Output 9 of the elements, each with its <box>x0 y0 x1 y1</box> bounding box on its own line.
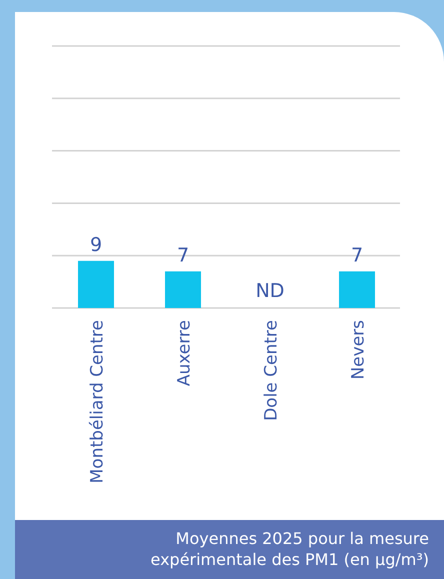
x-tick-label: Auxerre <box>174 320 194 386</box>
x-tick-label: Dole Centre <box>262 320 282 421</box>
data-label: 7 <box>350 244 364 266</box>
x-tick-label: Nevers <box>348 320 368 380</box>
text: ND <box>256 280 284 302</box>
text: Moyennes 2025 pour la mesure expérimentale des PM1 (en µg/m³) <box>150 528 429 570</box>
data-label: 9 <box>90 234 102 256</box>
x-tick-label: Montbéliard Centre <box>88 320 108 484</box>
data-label: 7 <box>176 244 190 266</box>
